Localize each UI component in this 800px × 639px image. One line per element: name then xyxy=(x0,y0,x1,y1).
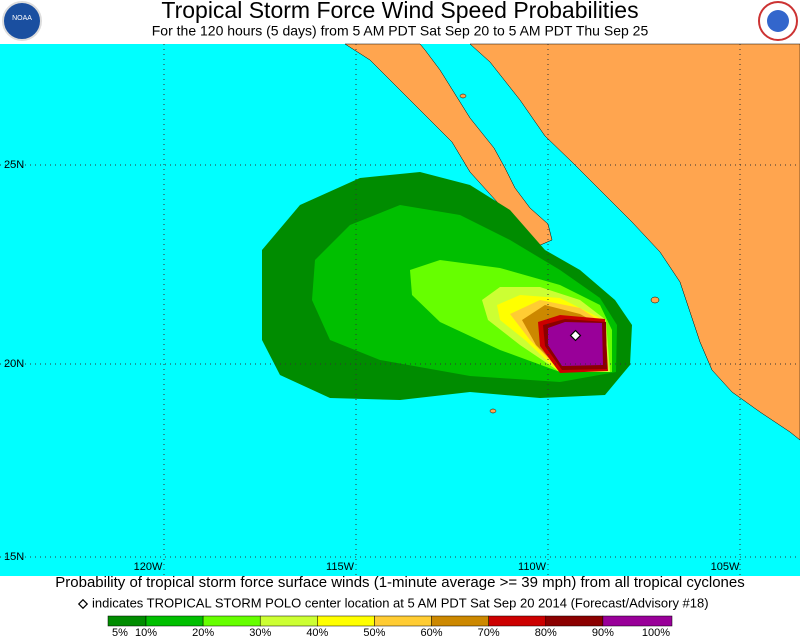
nws-logo-inner xyxy=(767,10,789,32)
legend-swatch xyxy=(545,615,604,627)
noaa-logo xyxy=(2,1,42,41)
noaa-logo-text: NOAA xyxy=(12,15,32,22)
legend-swatch xyxy=(259,615,318,627)
legend-label: 90% xyxy=(592,627,614,639)
storm-center-marker xyxy=(569,329,582,342)
legend-label: 10% xyxy=(135,627,157,639)
island xyxy=(650,296,660,304)
lat-label: 15N xyxy=(4,551,24,563)
legend-swatch xyxy=(317,615,375,627)
mainland-mexico xyxy=(469,43,800,441)
lon-label: 110W xyxy=(518,561,547,573)
caption: Probability of tropical storm force surf… xyxy=(55,574,744,591)
title: Tropical Storm Force Wind Speed Probabil… xyxy=(161,0,638,23)
center-note: indicates TROPICAL STORM POLO center loc… xyxy=(92,595,709,610)
legend-label: 30% xyxy=(249,627,271,639)
legend-swatch xyxy=(374,615,432,627)
legend-swatch xyxy=(488,615,547,627)
island xyxy=(489,408,497,414)
lon-label: 115W xyxy=(326,561,355,573)
legend-label: 100% xyxy=(642,627,670,639)
island xyxy=(459,93,467,99)
legend-label: 40% xyxy=(306,627,328,639)
center-note-marker xyxy=(77,598,89,610)
legend-swatch xyxy=(107,615,147,627)
legend-label: 20% xyxy=(192,627,214,639)
subtitle: For the 120 hours (5 days) from 5 AM PDT… xyxy=(152,23,649,39)
lon-label: 105W xyxy=(711,561,740,573)
legend-label: 5% xyxy=(112,627,128,639)
legend: 5% 10% 20% 30% 40% 50% 60% 70% 80% 90% 100% xyxy=(107,615,673,639)
baja-california xyxy=(344,43,553,247)
probability-contours xyxy=(262,172,632,400)
legend-label: 70% xyxy=(478,627,500,639)
legend-swatch xyxy=(602,615,673,627)
lon-label: 120W xyxy=(134,561,163,573)
legend-label: 50% xyxy=(363,627,385,639)
legend-label: 80% xyxy=(535,627,557,639)
legend-swatch xyxy=(431,615,489,627)
lat-label: 25N xyxy=(4,159,24,171)
probability-band xyxy=(548,322,603,366)
legend-label: 60% xyxy=(421,627,443,639)
legend-swatch xyxy=(145,615,204,627)
lat-label: 20N xyxy=(4,358,24,370)
legend-swatch xyxy=(202,615,261,627)
